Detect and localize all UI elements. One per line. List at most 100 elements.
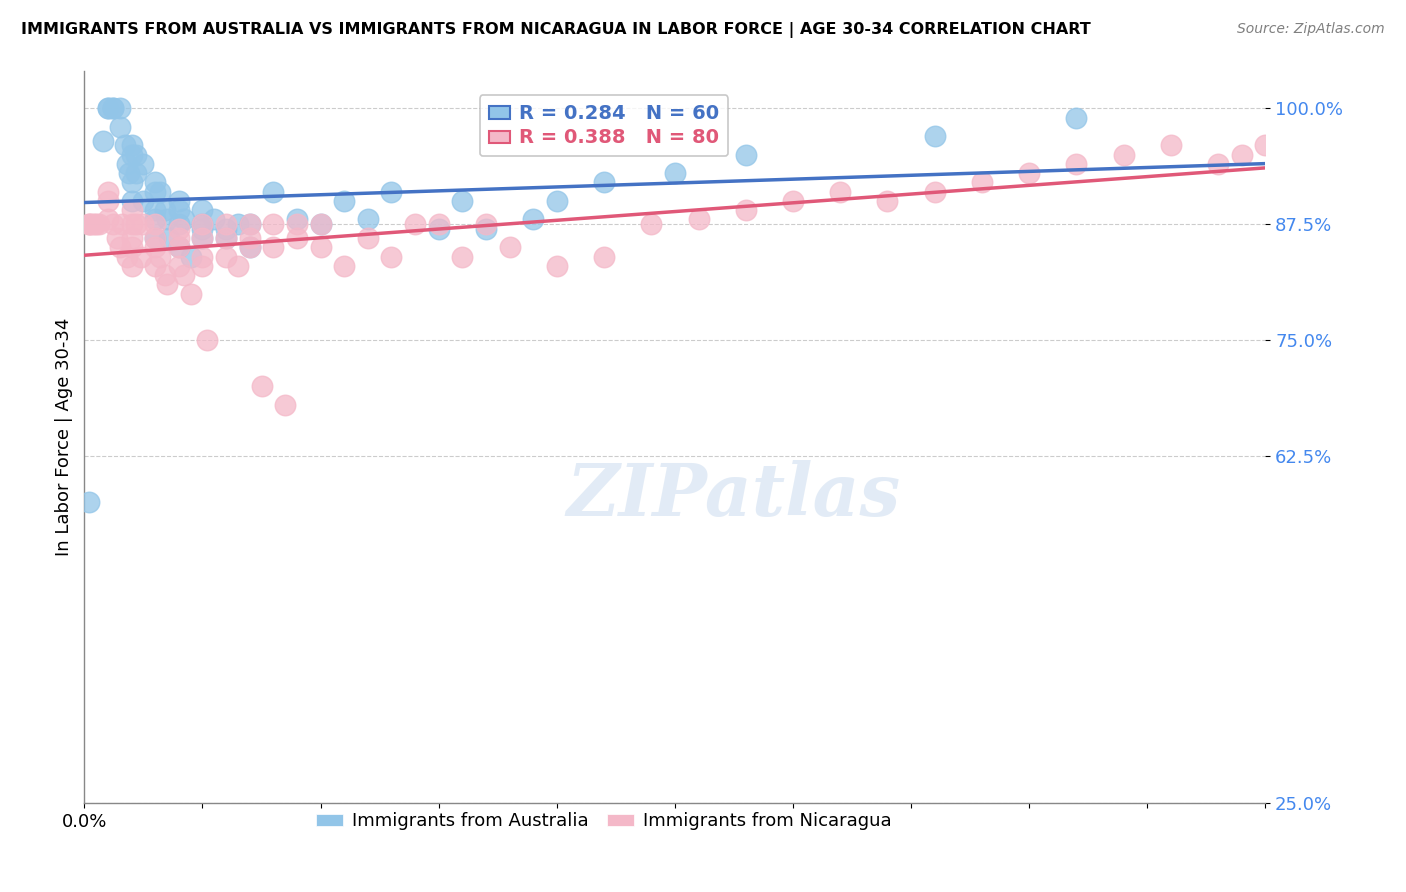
Point xyxy=(191,221,214,235)
Point xyxy=(121,231,143,245)
Point xyxy=(143,240,166,254)
Point xyxy=(143,185,166,199)
Point xyxy=(1160,138,1182,153)
Y-axis label: In Labor Force | Age 30-34: In Labor Force | Age 30-34 xyxy=(55,318,73,557)
Point xyxy=(167,231,190,245)
Point xyxy=(167,240,190,254)
Point xyxy=(262,240,284,254)
Point xyxy=(239,240,262,254)
Point xyxy=(191,231,214,245)
Point xyxy=(121,138,143,153)
Point xyxy=(734,147,756,161)
Point xyxy=(101,102,124,116)
Point xyxy=(153,203,176,218)
Point xyxy=(262,185,284,199)
Point xyxy=(121,217,143,231)
Point xyxy=(121,203,143,218)
Point xyxy=(782,194,804,208)
Point xyxy=(1254,138,1277,153)
Point xyxy=(97,102,120,116)
Point xyxy=(924,185,946,199)
Point xyxy=(451,250,474,264)
Point xyxy=(156,212,179,227)
Point xyxy=(121,176,143,190)
Point xyxy=(215,250,238,264)
Point xyxy=(380,185,402,199)
Point xyxy=(101,217,124,231)
Point xyxy=(333,194,356,208)
Point xyxy=(180,286,202,301)
Point xyxy=(143,176,166,190)
Point xyxy=(121,194,143,208)
Point xyxy=(427,217,450,231)
Point xyxy=(143,231,166,245)
Point xyxy=(167,240,190,254)
Point xyxy=(640,217,662,231)
Point xyxy=(125,147,148,161)
Point xyxy=(309,217,332,231)
Point xyxy=(80,217,103,231)
Point xyxy=(91,134,114,148)
Point xyxy=(121,259,143,273)
Point xyxy=(143,231,166,245)
Point xyxy=(101,102,124,116)
Point xyxy=(333,259,356,273)
Point xyxy=(546,194,568,208)
Point xyxy=(475,221,498,235)
Point xyxy=(173,268,195,282)
Point xyxy=(202,212,225,227)
Point xyxy=(593,176,616,190)
Point xyxy=(876,194,898,208)
Point xyxy=(285,212,308,227)
Point xyxy=(215,221,238,235)
Point xyxy=(125,217,148,231)
Text: ZIPatlas: ZIPatlas xyxy=(567,460,901,531)
Point xyxy=(427,221,450,235)
Point xyxy=(121,240,143,254)
Point xyxy=(191,250,214,264)
Point xyxy=(132,217,155,231)
Point xyxy=(108,102,131,116)
Point xyxy=(143,203,166,218)
Point xyxy=(522,212,544,227)
Text: IMMIGRANTS FROM AUSTRALIA VS IMMIGRANTS FROM NICARAGUA IN LABOR FORCE | AGE 30-3: IMMIGRANTS FROM AUSTRALIA VS IMMIGRANTS … xyxy=(21,22,1091,38)
Point xyxy=(262,217,284,231)
Point xyxy=(593,250,616,264)
Point xyxy=(191,217,214,231)
Point xyxy=(498,240,520,254)
Point xyxy=(688,212,710,227)
Point xyxy=(226,259,249,273)
Point xyxy=(83,217,105,231)
Point xyxy=(132,194,155,208)
Point xyxy=(309,240,332,254)
Point xyxy=(734,203,756,218)
Point xyxy=(108,120,131,134)
Point xyxy=(475,217,498,231)
Point xyxy=(285,231,308,245)
Point xyxy=(404,217,426,231)
Point xyxy=(309,217,332,231)
Point xyxy=(1112,147,1135,161)
Point xyxy=(195,333,218,347)
Point xyxy=(239,217,262,231)
Point xyxy=(149,250,172,264)
Point xyxy=(970,176,993,190)
Point xyxy=(1066,157,1088,171)
Point xyxy=(380,250,402,264)
Point xyxy=(153,268,176,282)
Point xyxy=(1066,111,1088,125)
Point xyxy=(115,250,138,264)
Point xyxy=(451,194,474,208)
Point xyxy=(191,217,214,231)
Point xyxy=(1018,166,1040,180)
Point xyxy=(108,240,131,254)
Point xyxy=(1206,157,1229,171)
Point xyxy=(84,217,107,231)
Text: Source: ZipAtlas.com: Source: ZipAtlas.com xyxy=(1237,22,1385,37)
Point xyxy=(167,203,190,218)
Point xyxy=(664,166,686,180)
Point xyxy=(97,102,120,116)
Point xyxy=(77,217,100,231)
Point xyxy=(167,259,190,273)
Point xyxy=(250,379,273,393)
